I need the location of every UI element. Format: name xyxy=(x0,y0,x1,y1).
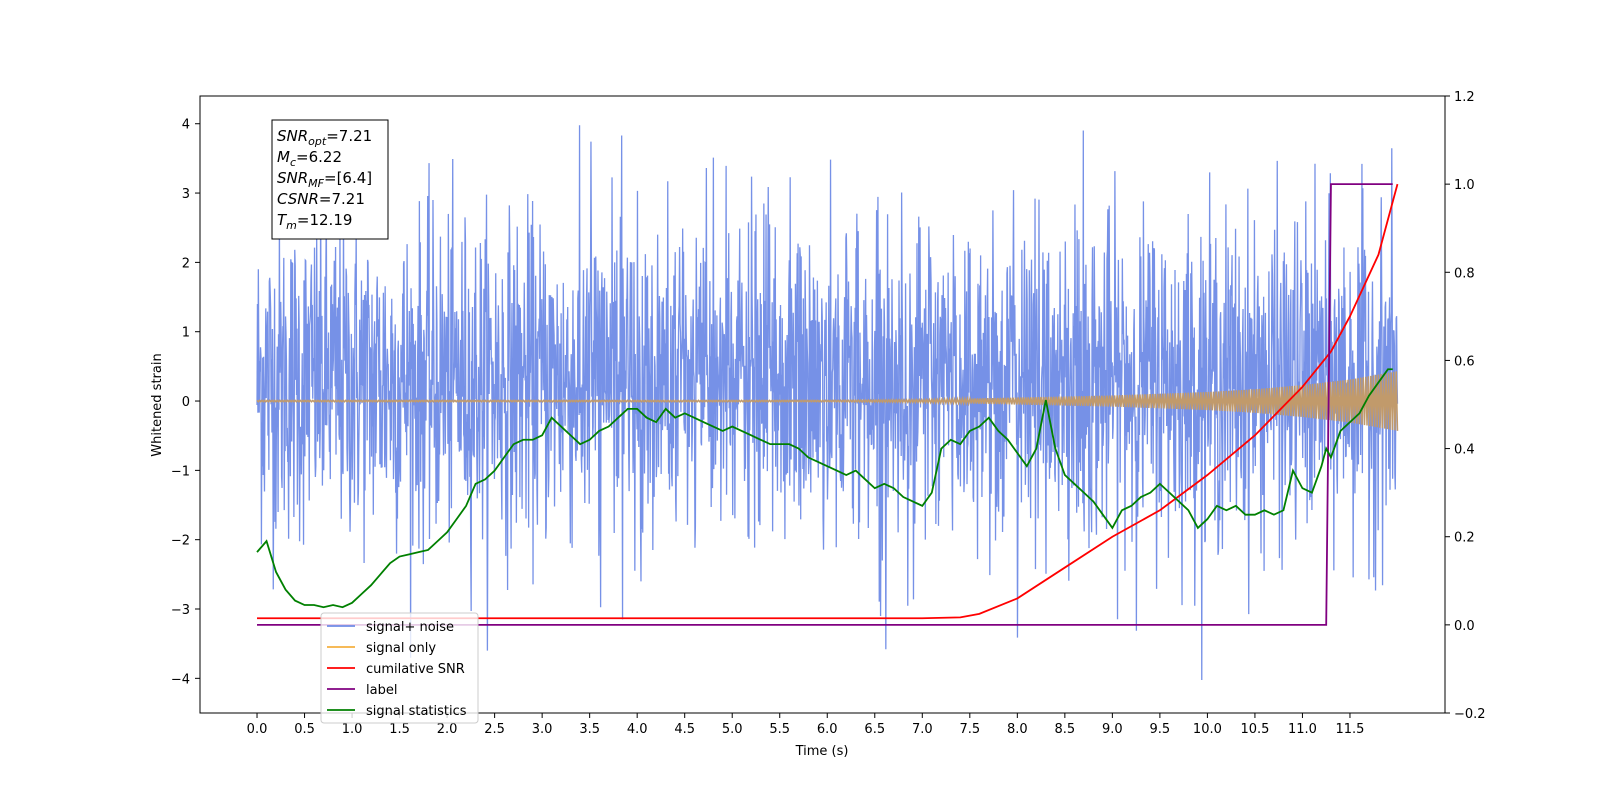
x-tick-label: 2.0 xyxy=(437,722,458,737)
info-line: Mc=6.22 xyxy=(277,148,342,169)
x-tick-label: 4.0 xyxy=(627,722,648,737)
x-tick-label: 10.5 xyxy=(1240,722,1269,737)
legend-label: label xyxy=(366,683,397,698)
x-tick-label: 3.0 xyxy=(532,722,553,737)
x-tick-label: 9.5 xyxy=(1150,722,1171,737)
plot-area xyxy=(256,125,1399,680)
x-tick-label: 8.5 xyxy=(1055,722,1076,737)
legend: signal+ noise signal only cumilative SNR la… xyxy=(320,612,479,724)
y-axis-right: −0.2 0.0 0.2 0.4 0.6 0.8 1.0 1.2 xyxy=(1445,90,1486,722)
y-right-tick-label: 0.8 xyxy=(1454,266,1475,281)
x-tick-label: 3.5 xyxy=(579,722,600,737)
y-left-tick-label: 2 xyxy=(182,256,190,271)
x-tick-label: 1.0 xyxy=(342,722,363,737)
x-tick-label: 8.0 xyxy=(1007,722,1028,737)
y-left-tick-label: −2 xyxy=(171,534,190,549)
x-tick-label: 7.0 xyxy=(912,722,933,737)
x-tick-label: 4.5 xyxy=(674,722,695,737)
x-tick-label: 6.0 xyxy=(817,722,838,737)
y-axis-label: Whitened strain xyxy=(150,353,165,456)
legend-label: cumilative SNR xyxy=(366,662,465,677)
info-line: CSNR=7.21 xyxy=(277,190,365,208)
axes-frame xyxy=(199,95,1446,714)
x-tick-label: 6.5 xyxy=(864,722,885,737)
x-tick-label: 9.0 xyxy=(1102,722,1123,737)
series-signal-statistics xyxy=(256,368,1393,609)
x-tick-label: 2.5 xyxy=(484,722,505,737)
x-tick-label: 5.5 xyxy=(769,722,790,737)
x-tick-label: 10.0 xyxy=(1193,722,1222,737)
y-right-tick-label: −0.2 xyxy=(1454,707,1486,722)
info-line: SNRMF=[6.4] xyxy=(277,169,372,190)
x-tick-label: 11.0 xyxy=(1288,722,1317,737)
legend-label: signal statistics xyxy=(366,704,467,719)
y-left-tick-label: 3 xyxy=(182,187,190,202)
y-right-tick-label: 0.6 xyxy=(1454,354,1475,369)
y-left-tick-label: 1 xyxy=(182,326,190,341)
y-left-tick-label: 0 xyxy=(182,395,190,410)
legend-label: signal only xyxy=(366,641,436,656)
x-axis-label: Time (s) xyxy=(795,744,849,759)
x-tick-label: 1.5 xyxy=(389,722,410,737)
series-signal-only xyxy=(256,371,1399,431)
y-right-tick-label: 1.2 xyxy=(1454,90,1475,105)
x-tick-label: 0.5 xyxy=(294,722,315,737)
series-cumulative-snr xyxy=(257,183,1399,620)
y-left-tick-label: 4 xyxy=(182,118,190,133)
y-right-tick-label: 0.4 xyxy=(1454,443,1475,458)
x-tick-label: 5.0 xyxy=(722,722,743,737)
y-right-tick-label: 0.2 xyxy=(1454,531,1475,546)
y-left-tick-label: −1 xyxy=(171,464,190,479)
y-right-tick-label: 1.0 xyxy=(1454,178,1475,193)
y-left-tick-label: −3 xyxy=(171,603,190,618)
y-left-tick-label: −4 xyxy=(171,672,190,687)
y-axis-left: −4 −3 −2 −1 0 1 2 3 4 xyxy=(171,118,200,687)
x-tick-label: 7.5 xyxy=(959,722,980,737)
series-label xyxy=(257,183,1393,626)
info-line: Tm=12.19 xyxy=(277,211,352,232)
info-line: SNRopt=7.21 xyxy=(277,127,372,148)
x-axis: 0.0 0.5 1.0 1.5 2.0 2.5 3.0 3.5 4.0 4.5 5.0 5.5 6.0 6… xyxy=(247,713,1364,737)
legend-label: signal+ noise xyxy=(366,620,454,635)
x-tick-label: 11.5 xyxy=(1335,722,1364,737)
y-right-tick-label: 0.0 xyxy=(1454,619,1475,634)
x-tick-label: 0.0 xyxy=(247,722,268,737)
